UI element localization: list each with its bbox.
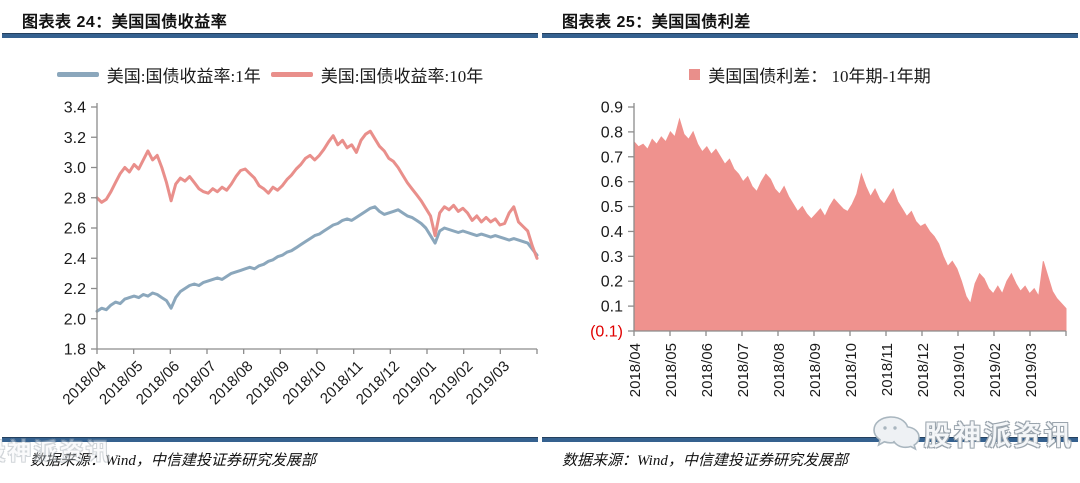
title-divider — [2, 33, 538, 38]
yield-line-chart: 3.43.23.02.82.62.42.22.01.82018/042018/0… — [59, 100, 539, 408]
x-axis-tick-label: 2018/04 — [627, 343, 644, 397]
x-axis-tick-label: 2018/09 — [807, 343, 824, 397]
y-axis-tick-label: 0.2 — [601, 274, 623, 291]
line-series-0 — [95, 205, 539, 313]
y-axis-tick-label: (0.1) — [590, 324, 623, 341]
y-axis-tick-label: 0.3 — [601, 249, 623, 266]
x-axis-tick-label: 2018/12 — [915, 343, 932, 397]
y-axis-tick-label: 3.2 — [64, 130, 86, 147]
legend-spread-chart: 美国国债利差： 10年期-1年期 — [540, 62, 1080, 87]
y-axis-tick-label: 0.9 — [601, 100, 623, 117]
bottom-divider — [2, 437, 538, 442]
y-axis-tick-label: 0.1 — [601, 299, 623, 316]
x-axis-tick-label: 2018/10 — [843, 343, 860, 397]
y-axis-tick-label: 2.8 — [64, 190, 86, 207]
y-axis-tick-label: 1.8 — [64, 342, 86, 359]
y-axis-tick-label: 0.6 — [601, 174, 623, 191]
x-axis-tick-label: 2018/05 — [663, 343, 680, 397]
x-axis-tick-label: 2019/03 — [1023, 343, 1040, 397]
panel-us-treasury-yield: 图表表 24：美国国债收益率 美国:国债收益率:1年 美国:国债收益率:10年 … — [0, 14, 540, 469]
y-axis-tick-label: 0.4 — [601, 224, 623, 241]
legend-item-1y: 美国:国债收益率:1年 — [56, 62, 261, 87]
x-axis-tick-label: 2018/11 — [879, 343, 896, 396]
chart-title-24: 图表表 24：美国国债收益率 — [22, 14, 228, 31]
y-axis-tick-label: 2.4 — [64, 251, 86, 268]
x-axis-tick-label: 2019/01 — [951, 343, 968, 397]
legend-line-swatch-blue — [56, 72, 99, 77]
legend-item-10y: 美国:国债收益率:10年 — [270, 62, 484, 87]
x-axis-tick-label: 2018/08 — [771, 343, 788, 397]
x-axis-tick-label: 2018/07 — [735, 343, 752, 397]
data-source-note: 数据来源：Wind，中信建投证券研究发展部 — [30, 453, 316, 469]
y-axis-tick-label: 3.0 — [64, 160, 86, 177]
legend-yield-chart: 美国:国债收益率:1年 美国:国债收益率:10年 — [0, 62, 540, 87]
legend-item-spread: 美国国债利差： 10年期-1年期 — [689, 62, 931, 87]
bottom-divider — [542, 437, 1078, 442]
chart-title-25: 图表表 25：美国国债利差 — [562, 14, 751, 31]
y-axis-tick-label: 3.4 — [64, 100, 86, 117]
legend-square-swatch-red — [689, 69, 701, 80]
line-series-1 — [95, 129, 539, 260]
x-axis-tick-label: 2018/06 — [699, 343, 716, 397]
y-axis-tick-label: 0.5 — [601, 199, 623, 216]
y-axis-tick-label: 2.2 — [64, 281, 86, 298]
data-source-note: 数据来源：Wind，中信建投证券研究发展部 — [562, 453, 848, 469]
legend-line-swatch-red — [270, 72, 313, 77]
legend-label-spread: 美国国债利差： 10年期-1年期 — [708, 67, 931, 86]
spread-area-chart: 0.9 0.8 0.7 0.6 0.5 0.4 0.3 0.2 0.1 (0.1)2018/04 2… — [590, 100, 1067, 397]
panel-us-treasury-spread: 图表表 25：美国国债利差 美国国债利差： 10年期-1年期 0.9 0.8 0.7… — [540, 0, 1080, 483]
y-axis-tick-label: 0.7 — [601, 149, 623, 166]
title-divider — [542, 33, 1078, 38]
y-axis-tick-label: 2.0 — [64, 311, 86, 328]
legend-label-10y: 美国:国债收益率:10年 — [320, 67, 484, 86]
x-axis-tick-label: 2019/02 — [987, 343, 1004, 397]
y-axis-tick-label: 0.8 — [601, 124, 623, 141]
area-series-spread — [633, 117, 1067, 332]
legend-label-1y: 美国:国债收益率:1年 — [106, 67, 261, 86]
y-axis-tick-label: 2.6 — [64, 221, 86, 238]
